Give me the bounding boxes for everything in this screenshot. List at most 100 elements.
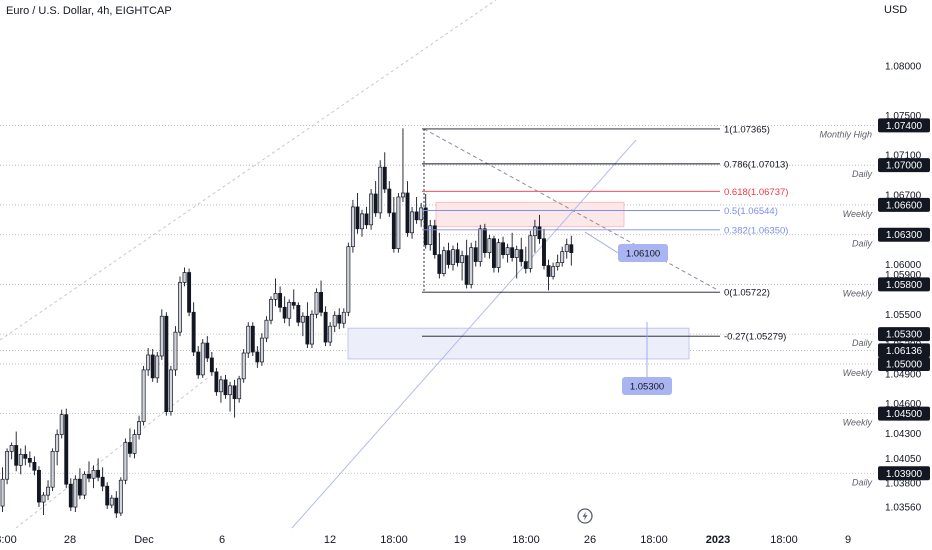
candle-118[interactable] [532,226,537,237]
candle-85[interactable] [382,166,387,190]
candle-119[interactable] [537,226,542,240]
tradingview-lightning-icon[interactable] [577,508,593,524]
candle-99[interactable] [446,250,451,265]
candle-105[interactable] [473,247,478,262]
candle-104[interactable] [469,247,474,285]
candle-91[interactable] [410,211,415,234]
candle-88[interactable] [396,196,401,250]
candle-15[interactable] [64,414,69,485]
candle-46[interactable] [205,342,210,359]
candle-121[interactable] [546,265,551,277]
candle-7[interactable] [27,458,32,463]
candle-44[interactable] [196,351,201,376]
candle-65[interactable] [291,301,296,306]
candle-12[interactable] [50,451,55,488]
candle-19[interactable] [82,473,87,496]
level-tag-7[interactable] [878,356,930,371]
candle-80[interactable] [360,213,364,230]
callout-box-1[interactable] [622,377,672,395]
candle-93[interactable] [419,207,424,221]
candle-57[interactable] [255,351,260,363]
candle-114[interactable] [514,249,519,258]
candle-47[interactable] [209,357,214,373]
candle-125[interactable] [564,244,569,252]
candle-6[interactable] [23,454,28,459]
candle-107[interactable] [482,228,487,253]
candle-43[interactable] [191,311,196,353]
callout-box-0[interactable] [618,244,668,262]
candle-67[interactable] [300,315,305,323]
candle-52[interactable] [232,385,237,400]
candle-49[interactable] [219,379,223,393]
candle-27[interactable] [118,479,123,514]
upper-channel-line[interactable] [0,0,497,341]
candle-38[interactable] [168,369,173,412]
level-tag-3[interactable] [878,227,930,242]
candle-5[interactable] [18,454,23,466]
candle-117[interactable] [528,235,533,269]
level-tag-1[interactable] [878,158,930,173]
candle-45[interactable] [200,342,205,376]
candle-3[interactable] [9,445,14,452]
candle-86[interactable] [387,188,392,214]
candle-29[interactable] [128,442,132,454]
candle-73[interactable] [328,325,333,343]
candle-41[interactable] [182,272,187,283]
candle-62[interactable] [278,293,283,308]
candle-69[interactable] [310,313,314,345]
candle-83[interactable] [373,193,378,214]
candle-35[interactable] [155,355,160,379]
candle-112[interactable] [505,247,510,255]
candle-33[interactable] [146,354,151,371]
candle-82[interactable] [369,193,374,226]
demand-zone[interactable] [347,327,690,360]
candle-64[interactable] [287,301,292,319]
lower-channel-line[interactable] [291,139,637,529]
candle-81[interactable] [364,213,369,226]
candle-23[interactable] [100,476,105,487]
candle-32[interactable] [141,369,146,422]
candle-74[interactable] [332,314,337,327]
candle-22[interactable] [96,469,101,478]
candle-109[interactable] [492,238,496,268]
candle-26[interactable] [114,497,119,514]
candle-89[interactable] [401,192,405,198]
candle-123[interactable] [555,262,560,267]
candle-102[interactable] [460,255,465,263]
candle-37[interactable] [164,315,169,412]
candle-90[interactable] [405,192,410,234]
candle-36[interactable] [159,315,164,357]
candle-84[interactable] [378,166,383,214]
candle-53[interactable] [237,378,242,400]
candle-30[interactable] [132,434,137,454]
candle-92[interactable] [414,211,419,221]
level-tag-2[interactable] [878,197,930,212]
candle-58[interactable] [259,337,264,363]
candle-14[interactable] [59,414,64,435]
price-axis[interactable]: 1.08000 1.07500 1.07100 1.06700 1.060001.059… [819,61,930,514]
candle-78[interactable] [350,206,355,248]
candle-100[interactable] [451,249,455,265]
candle-59[interactable] [264,319,269,339]
candle-106[interactable] [478,228,483,262]
candle-72[interactable] [323,311,328,343]
candle-54[interactable] [241,352,246,380]
candle-75[interactable] [337,314,342,324]
candle-126[interactable] [569,244,574,253]
candle-13[interactable] [55,434,60,452]
candle-94[interactable] [423,207,428,246]
candle-60[interactable] [269,298,273,321]
candle-96[interactable] [432,225,437,255]
candle-11[interactable] [46,486,51,496]
candle-56[interactable] [250,325,255,353]
candle-71[interactable] [319,292,324,313]
candle-9[interactable] [36,469,41,503]
candle-48[interactable] [214,371,219,393]
level-tag-5[interactable] [878,277,930,292]
level-tag-0[interactable] [878,118,930,133]
candle-40[interactable] [178,282,182,333]
lower-channel-line-dashed[interactable] [15,375,211,529]
candle-10[interactable] [41,494,46,503]
candle-76[interactable] [341,311,346,324]
